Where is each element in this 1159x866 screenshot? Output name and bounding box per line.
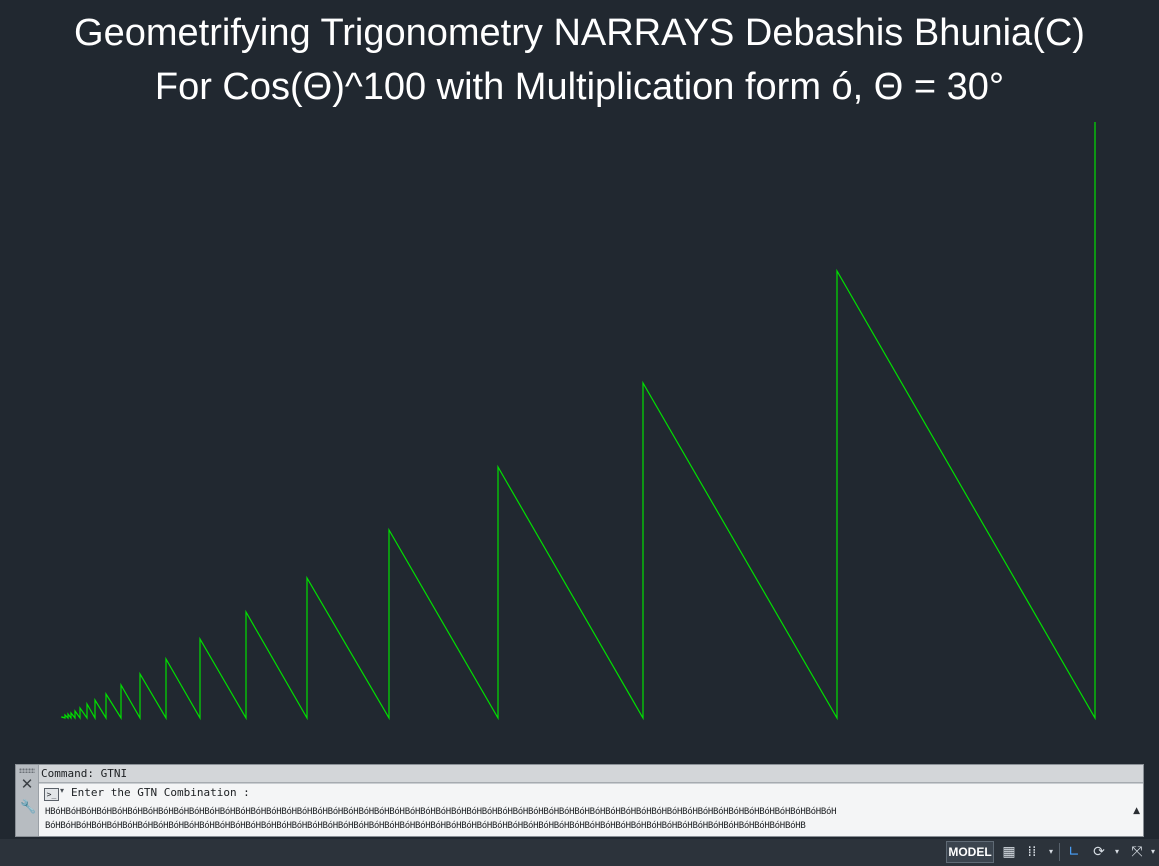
status-divider bbox=[1059, 843, 1060, 861]
command-window: ✕ 🔧 Command: GTNI >_ ▾ Enter the GTN Com… bbox=[15, 764, 1144, 837]
ortho-icon[interactable]: ∟ bbox=[1068, 844, 1080, 860]
close-icon[interactable]: ✕ bbox=[20, 775, 34, 793]
snap-icon[interactable]: ⁞⁞ bbox=[1027, 844, 1037, 860]
command-prompt-text: Enter the GTN Combination : bbox=[71, 786, 250, 799]
drawing-title-line2: For Cos(Θ)^100 with Multiplication form … bbox=[154, 66, 1005, 108]
chevron-down-icon[interactable]: ▾ bbox=[1048, 847, 1053, 856]
sawtooth-polyline bbox=[61, 122, 1096, 721]
model-space-button[interactable]: MODEL bbox=[946, 841, 994, 863]
command-input-area[interactable]: >_ ▾ Enter the GTN Combination : HBóHBóH… bbox=[39, 784, 1143, 836]
polar-icon[interactable]: ⟳ bbox=[1093, 844, 1105, 860]
drawing-title-line1: Geometrifying Trigonometry NARRAYS Debas… bbox=[74, 12, 1085, 54]
chevron-down-icon[interactable]: ▾ bbox=[1114, 847, 1119, 856]
sawtooth-drawing bbox=[61, 122, 1096, 721]
command-history-line: Command: GTNI bbox=[39, 765, 1143, 783]
drag-grip-icon[interactable] bbox=[19, 768, 35, 773]
wrench-icon[interactable]: 🔧 bbox=[20, 800, 37, 815]
chevron-down-icon[interactable]: ▾ bbox=[60, 786, 65, 795]
drawing-canvas[interactable]: Geometrifying Trigonometry NARRAYS Debas… bbox=[0, 0, 1159, 762]
grid-icon[interactable]: ▦ bbox=[1002, 844, 1016, 860]
status-bar: MODEL ▦ ⁞⁞ ▾ ∟ ⟳ ▾ ⤧ ▾ bbox=[0, 839, 1159, 866]
object-snap-icon[interactable]: ⤧ bbox=[1131, 844, 1143, 860]
chevron-down-icon[interactable]: ▾ bbox=[1150, 847, 1155, 856]
command-prompt-icon[interactable]: >_ bbox=[44, 788, 59, 801]
combination-text-line2[interactable]: BóHBóHBóHBóHBóHBóHBóHBóHBóHBóHBóHBóHBóHB… bbox=[45, 821, 806, 831]
command-window-sidebar: ✕ 🔧 bbox=[16, 765, 39, 836]
scroll-up-icon[interactable]: ▲ bbox=[1133, 806, 1140, 816]
combination-text-line1[interactable]: HBóHBóHBóHBóHBóHBóHBóHBóHBóHBóHBóHBóHBóH… bbox=[45, 807, 837, 817]
